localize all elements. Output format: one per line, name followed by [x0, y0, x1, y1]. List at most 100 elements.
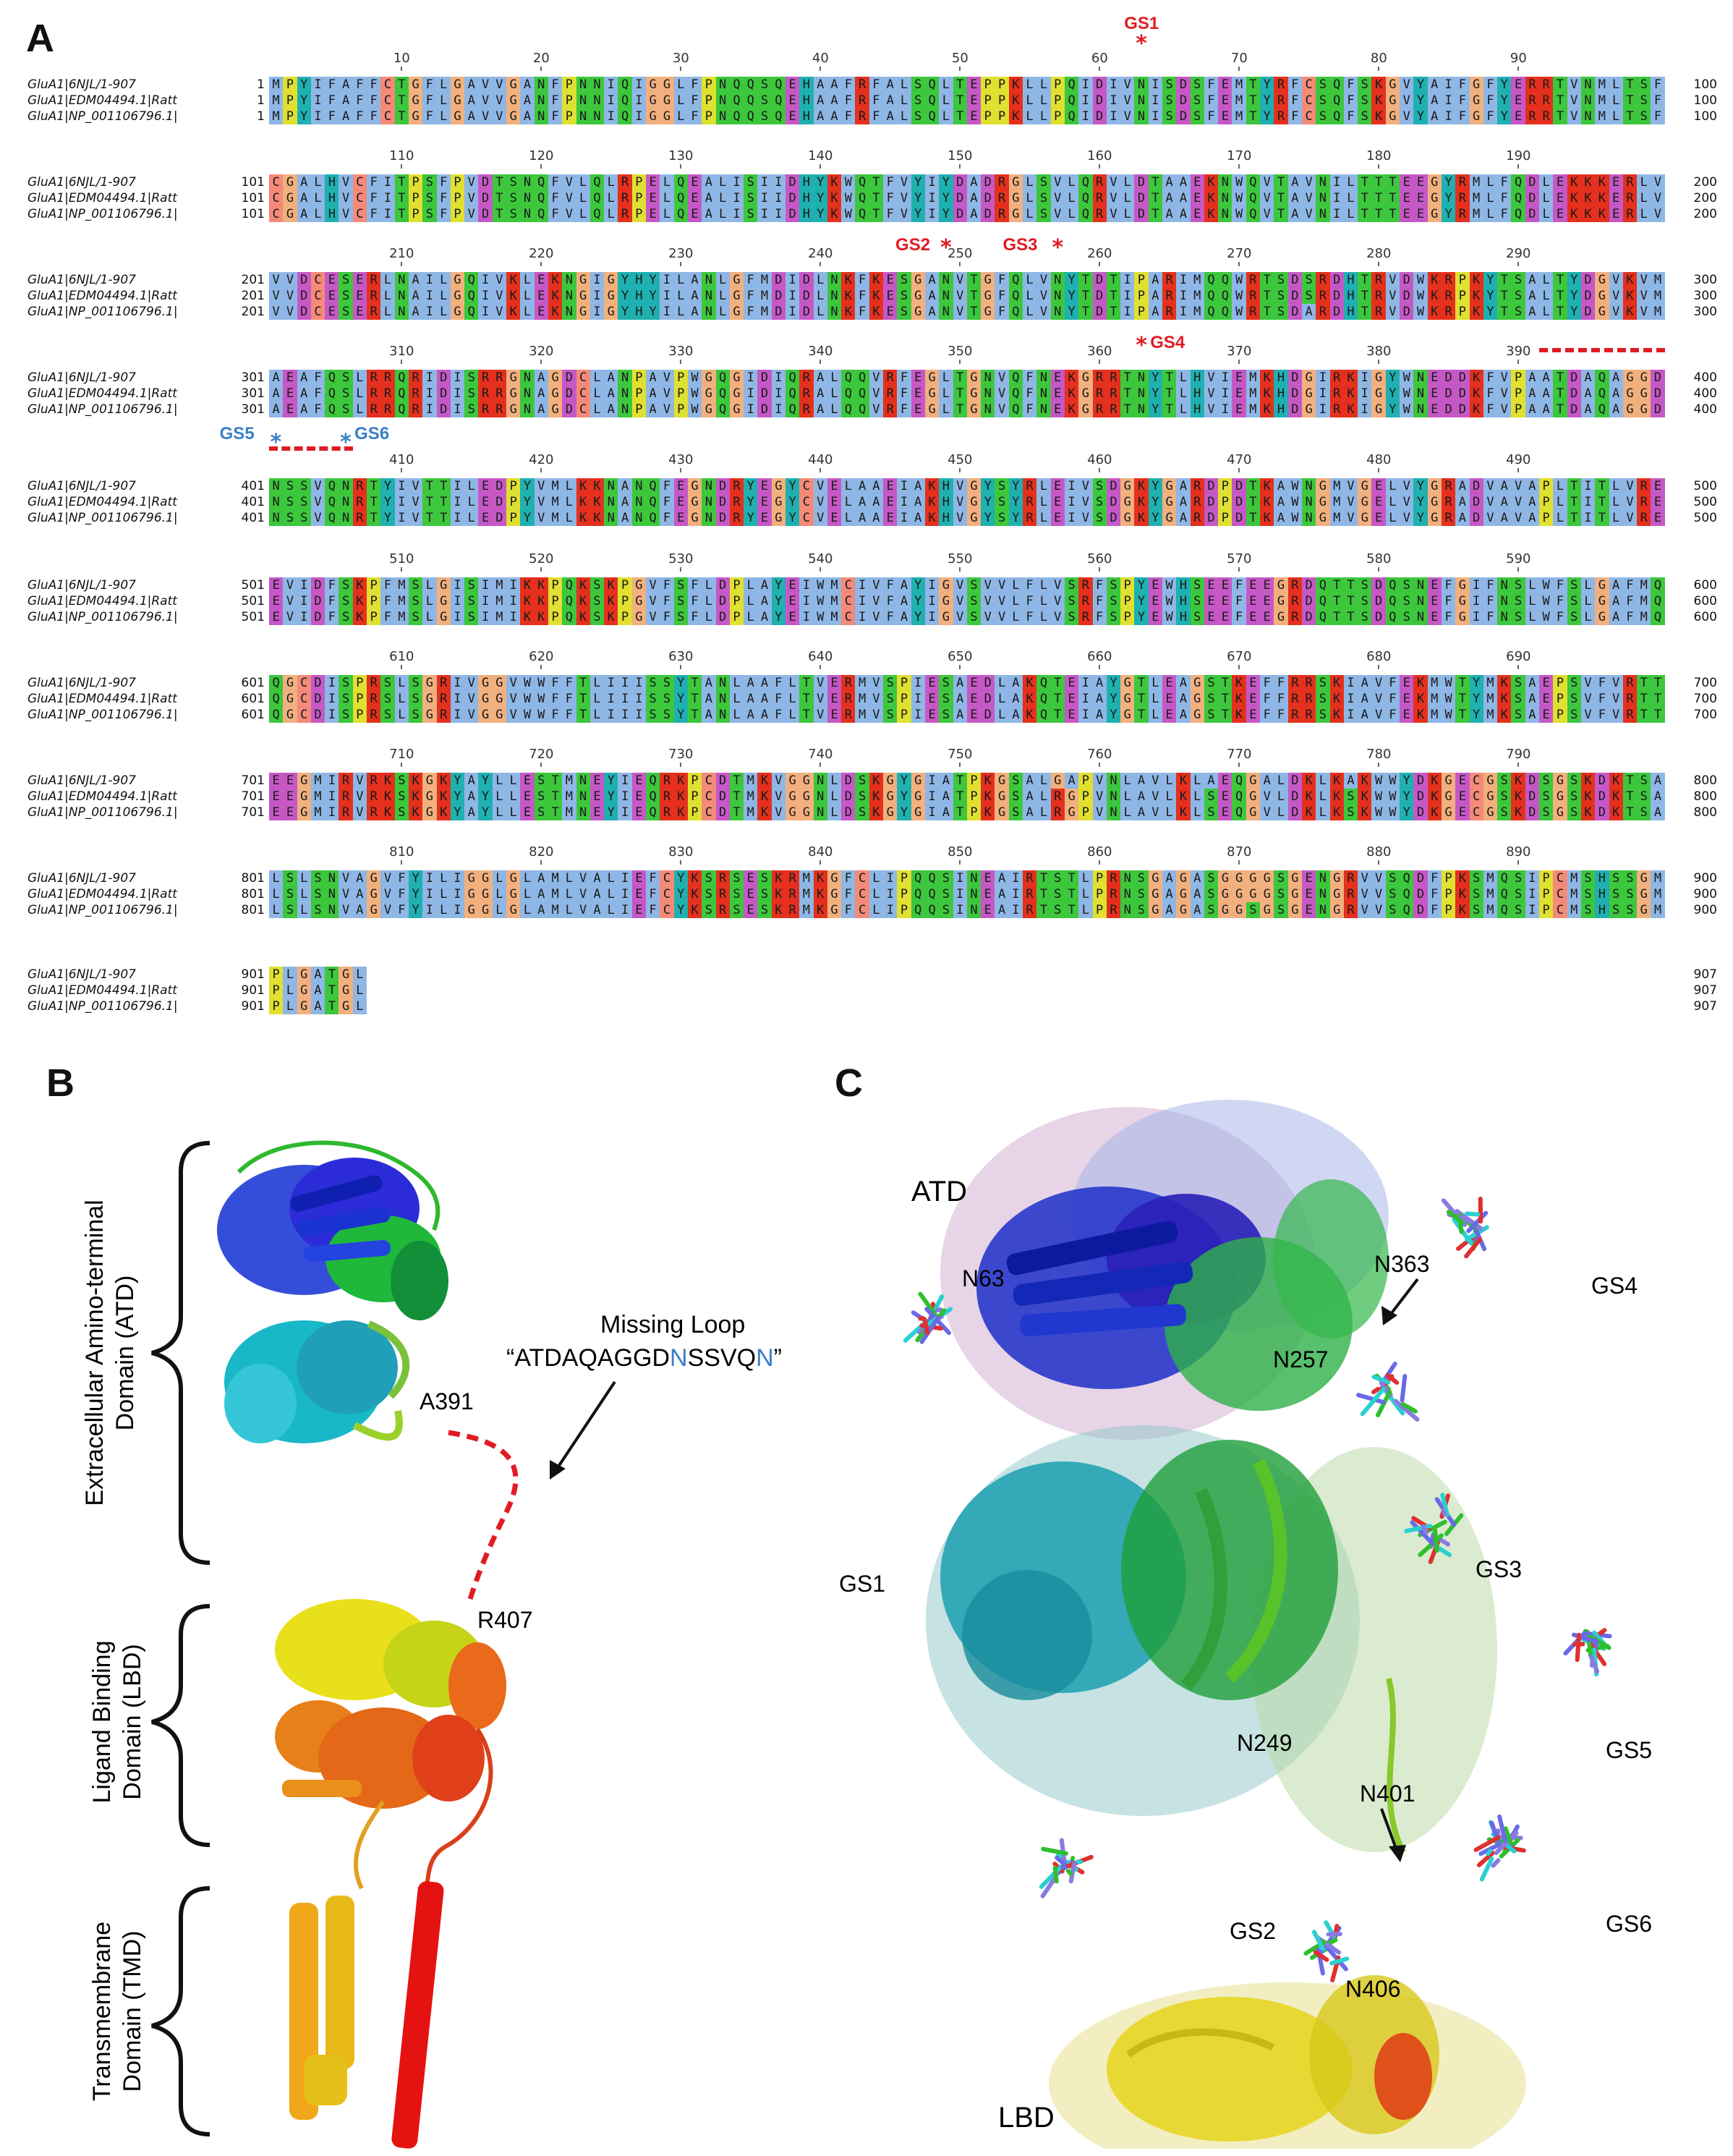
residue-cell: E — [1651, 510, 1665, 526]
row-end-number: 300 — [1693, 305, 1717, 319]
alignment-row: GluA1|NP_001106796.1| 801 L S L S N V A G V F Y I L I G G… — [0, 902, 1733, 918]
residue-cell: S — [939, 902, 953, 918]
residue-cell: S — [1134, 870, 1149, 886]
residue-cell: Q — [855, 402, 869, 417]
glycosylation-site-label: GS5 — [219, 424, 255, 443]
residue-cell: I — [631, 93, 647, 109]
residue-cell: A — [744, 675, 758, 691]
sequence-name: GluA1|EDM04494.1|Ratt — [27, 289, 177, 303]
sequence-name: GluA1|NP_001106796.1| — [27, 999, 178, 1014]
residue-cell: F — [352, 93, 367, 109]
residue-cell: F — [548, 77, 563, 93]
residue-cell: S — [1539, 773, 1554, 789]
ruler-tick-mark — [540, 468, 542, 472]
residue-cell: K — [589, 510, 605, 526]
residue-cell: E — [1246, 577, 1261, 593]
ruler-tick-label: 40 — [812, 51, 829, 66]
residue-cell: D — [1287, 304, 1302, 320]
residue-cell: Q — [729, 109, 744, 124]
residue-cell: S — [506, 190, 521, 206]
residue-cell: K — [380, 805, 395, 820]
residue-cell: P — [729, 593, 744, 609]
residue-cell: I — [1176, 272, 1191, 288]
residue-cell: Y — [785, 478, 800, 494]
residue-cell: Y — [1413, 494, 1428, 510]
residue-cell: E — [1400, 691, 1414, 707]
residue-cell: K — [687, 870, 702, 886]
residue-cell: L — [352, 998, 367, 1014]
residue-cell: A — [269, 386, 284, 402]
residue-cell: V — [1148, 789, 1162, 805]
residue-cell: L — [1316, 789, 1330, 805]
residue-cell: S — [534, 789, 548, 805]
residue-cell: K — [1580, 206, 1596, 222]
residue-cell: K — [436, 789, 451, 805]
residue-cell: A — [464, 805, 479, 820]
residue-cell: G — [1246, 870, 1261, 886]
residue-cell: I — [618, 902, 632, 918]
residue-cell: R — [1441, 478, 1456, 494]
residue-cell: L — [1120, 773, 1135, 789]
residue-cell: K — [1427, 773, 1442, 789]
residue-cell: V — [464, 174, 479, 190]
residue-cell: I — [380, 206, 395, 222]
residue-cell: L — [1609, 510, 1623, 526]
residue-cell: V — [1092, 773, 1107, 789]
residue-cell: V — [492, 288, 507, 304]
residue-cell: N — [1316, 190, 1330, 206]
residue-cell: P — [450, 190, 465, 206]
residue-cell: E — [1190, 190, 1204, 206]
residue-cell: V — [1204, 386, 1219, 402]
residue-cell: E — [1511, 93, 1525, 109]
residue-cell: S — [1092, 494, 1107, 510]
residue-cell: T — [1385, 190, 1400, 206]
residue-cell: G — [660, 77, 674, 93]
residue-cell: S — [310, 870, 325, 886]
residue-cell: D — [1287, 288, 1302, 304]
brace-lbd — [151, 1604, 210, 1847]
residue-cell: L — [702, 593, 716, 609]
residue-cell: M — [827, 577, 842, 593]
ruler-tick-mark — [540, 567, 542, 572]
residue-cell: R — [729, 510, 744, 526]
ruler-tick-label: 240 — [808, 246, 833, 261]
residue-cell: E — [1246, 675, 1261, 691]
residue-cell: L — [1539, 174, 1554, 190]
residue-cell: F — [1092, 609, 1107, 625]
residue-cell: A — [1008, 675, 1023, 691]
residue-cell: V — [1511, 478, 1525, 494]
ruler-tick-label: 750 — [948, 747, 973, 762]
residue-cell: P — [966, 789, 982, 805]
ruler-tick-mark — [959, 763, 961, 767]
residue-cell: K — [1064, 402, 1079, 417]
residue-cell: G — [506, 402, 521, 417]
residue-cell: S — [1204, 707, 1219, 723]
residue-cell: A — [464, 773, 479, 789]
residue-cell: P — [562, 77, 576, 93]
residue-cell: G — [1008, 174, 1023, 190]
residue-cell: N — [1106, 805, 1121, 820]
residue-cell: G — [1483, 805, 1498, 820]
residue-cell: E — [687, 190, 702, 206]
residue-cell: S — [1204, 691, 1219, 707]
residue-cell: F — [1497, 206, 1512, 222]
ruler-tick-mark — [680, 860, 682, 865]
residue-cell: A — [966, 190, 982, 206]
residue-cell: F — [687, 77, 702, 93]
residue-cell: S — [283, 902, 297, 918]
residue-cell: M — [1637, 593, 1651, 609]
residue-cell: G — [1358, 478, 1372, 494]
residue-cell: E — [1064, 707, 1079, 723]
residue-cell: G — [1232, 886, 1246, 902]
residue-cell: M — [1469, 206, 1483, 222]
residue-cell: I — [1120, 288, 1135, 304]
residue-cell: Y — [1260, 93, 1274, 109]
residue-cell: V — [869, 609, 884, 625]
residue-cell: T — [1246, 109, 1261, 124]
residue-cell: H — [1274, 402, 1288, 417]
residue-cell: K — [1134, 494, 1149, 510]
residue-cell: I — [1469, 593, 1483, 609]
residue-cell: S — [1637, 109, 1651, 124]
